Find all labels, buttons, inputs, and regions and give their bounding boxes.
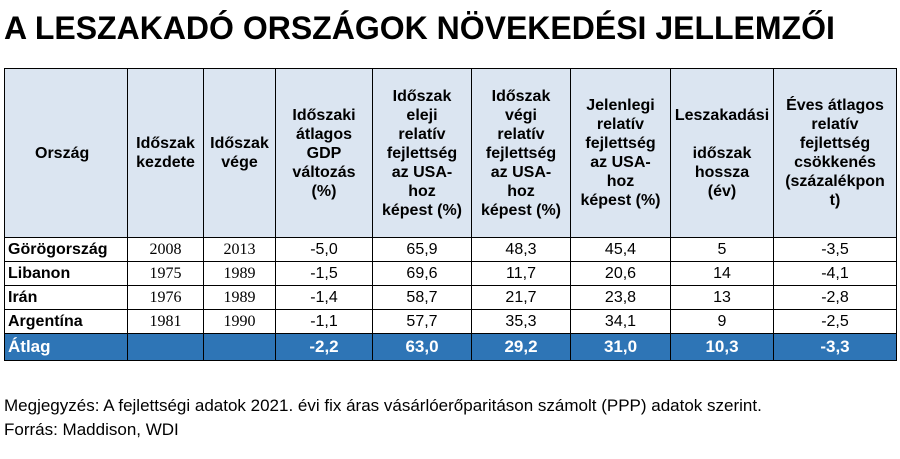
table-cell: 21,7	[471, 285, 571, 310]
table-cell	[127, 333, 204, 361]
table-cell: 10,3	[670, 333, 774, 361]
table-cell: -1,5	[275, 261, 373, 286]
table-cell: 14	[670, 261, 774, 286]
table-cell: 29,2	[471, 333, 571, 361]
table-cell	[203, 333, 276, 361]
table-cell: 45,4	[570, 237, 671, 262]
table-cell: -2,5	[773, 309, 897, 334]
table-row: Görögország 2008 2013 -5,0 65,9 48,3 45,…	[4, 237, 897, 262]
table-cell: 2013	[203, 237, 276, 262]
column-header-country: Ország	[4, 68, 128, 238]
table-cell: 58,7	[372, 285, 472, 310]
table-cell: 34,1	[570, 309, 671, 334]
table-cell: -2,8	[773, 285, 897, 310]
table-cell: 20,6	[570, 261, 671, 286]
table-cell: 1989	[203, 261, 276, 286]
average-row: Átlag -2,2 63,0 29,2 31,0 10,3 -3,3	[4, 333, 897, 361]
table-cell: 23,8	[570, 285, 671, 310]
column-header-initial-dev: Időszak eleji relatív fejlettség az USA-…	[372, 68, 472, 238]
table-cell: 65,9	[372, 237, 472, 262]
table-row: Libanon 1975 1989 -1,5 69,6 11,7 20,6 14…	[4, 261, 897, 286]
table-row: Irán 1976 1989 -1,4 58,7 21,7 23,8 13 -2…	[4, 285, 897, 310]
table-cell: -2,2	[275, 333, 373, 361]
table-cell: 69,6	[372, 261, 472, 286]
table-cell: -1,4	[275, 285, 373, 310]
table-cell: 1989	[203, 285, 276, 310]
table-cell: 1990	[203, 309, 276, 334]
table-cell: 9	[670, 309, 774, 334]
table-cell: 1975	[127, 261, 204, 286]
page-title: A LESZAKADÓ ORSZÁGOK NÖVEKEDÉSI JELLEMZŐ…	[4, 10, 835, 46]
column-header-final-dev: Időszak végi relatív fejlettség az USA- …	[471, 68, 571, 238]
average-label: Átlag	[4, 333, 128, 361]
table-cell: 63,0	[372, 333, 472, 361]
table-cell: 5	[670, 237, 774, 262]
column-header-start: Időszak kezdete	[127, 68, 204, 238]
table-cell: 48,3	[471, 237, 571, 262]
table-cell: Libanon	[4, 261, 128, 286]
table-cell: 35,3	[471, 309, 571, 334]
column-header-period-length: Leszakadási időszak hossza (év)	[670, 68, 774, 238]
table-cell: 1981	[127, 309, 204, 334]
table-cell: Irán	[4, 285, 128, 310]
table-cell: -1,1	[275, 309, 373, 334]
table-cell: 11,7	[471, 261, 571, 286]
table-row: Argentína 1981 1990 -1,1 57,7 35,3 34,1 …	[4, 309, 897, 334]
table-cell: -5,0	[275, 237, 373, 262]
table-cell: 2008	[127, 237, 204, 262]
table-cell: 31,0	[570, 333, 671, 361]
note-text: Megjegyzés: A fejlettségi adatok 2021. é…	[4, 396, 762, 415]
table-cell: Görögország	[4, 237, 128, 262]
table-cell: 57,7	[372, 309, 472, 334]
table-cell: 1976	[127, 285, 204, 310]
data-table: Ország Időszak kezdete Időszak vége Idős…	[4, 68, 897, 361]
source-text: Forrás: Maddison, WDI	[4, 420, 179, 439]
table-cell: -3,3	[773, 333, 897, 361]
column-header-gdp-change: Időszaki átlagos GDP változás (%)	[275, 68, 373, 238]
table-cell: -4,1	[773, 261, 897, 286]
column-header-annual-decline: Éves átlagos relatív fejlettség csökkené…	[773, 68, 897, 238]
column-header-current-dev: Jelenlegi relatív fejlettség az USA- hoz…	[570, 68, 671, 238]
footnote: Megjegyzés: A fejlettségi adatok 2021. é…	[4, 394, 762, 442]
column-header-end: Időszak vége	[203, 68, 276, 238]
table-cell: 13	[670, 285, 774, 310]
table-cell: -3,5	[773, 237, 897, 262]
header-row: Ország Időszak kezdete Időszak vége Idős…	[4, 68, 897, 238]
table-cell: Argentína	[4, 309, 128, 334]
